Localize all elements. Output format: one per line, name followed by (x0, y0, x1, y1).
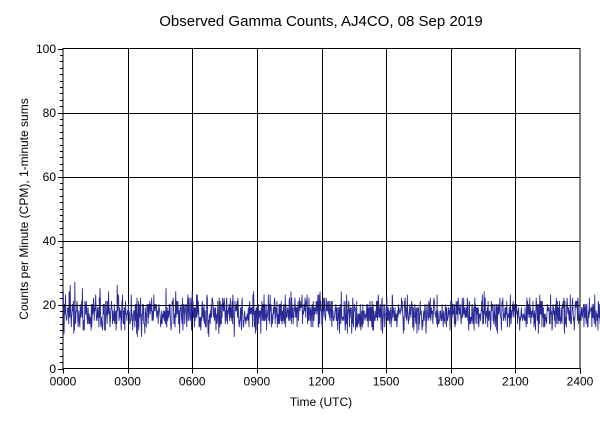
x-tick-label: 1800 (437, 375, 464, 389)
y-tick-label: 100 (36, 42, 56, 56)
x-tick-label: 0000 (50, 375, 77, 389)
chart-title: Observed Gamma Counts, AJ4CO, 08 Sep 201… (159, 13, 483, 30)
x-axis-label: Time (UTC) (290, 395, 352, 409)
y-axis-label: Counts per Minute (CPM), 1-minute sums (17, 98, 31, 319)
x-tick-label: 0300 (114, 375, 141, 389)
y-tick-label: 60 (43, 170, 57, 184)
grid (63, 48, 580, 369)
y-tick-label: 80 (43, 106, 57, 120)
y-tick-label: 20 (43, 298, 57, 312)
series-line (62, 281, 600, 337)
x-tick-labels: 0000 0300 0600 0900 1200 1500 1800 2100 2400 (50, 375, 594, 389)
x-tick-label: 1200 (308, 375, 335, 389)
x-tick-label: 2100 (502, 375, 529, 389)
y-tick-label: 40 (43, 234, 57, 248)
x-tick-label: 0900 (244, 375, 271, 389)
x-tick-label: 1500 (373, 375, 400, 389)
x-tick-label: 2400 (567, 375, 594, 389)
minor-ticks (58, 49, 581, 374)
y-tick-labels: 0 20 40 60 80 100 (36, 42, 56, 376)
x-tick-label: 0600 (179, 375, 206, 389)
plot-area (62, 48, 581, 369)
y-tick-label: 0 (49, 362, 56, 376)
series-layer (62, 281, 600, 337)
